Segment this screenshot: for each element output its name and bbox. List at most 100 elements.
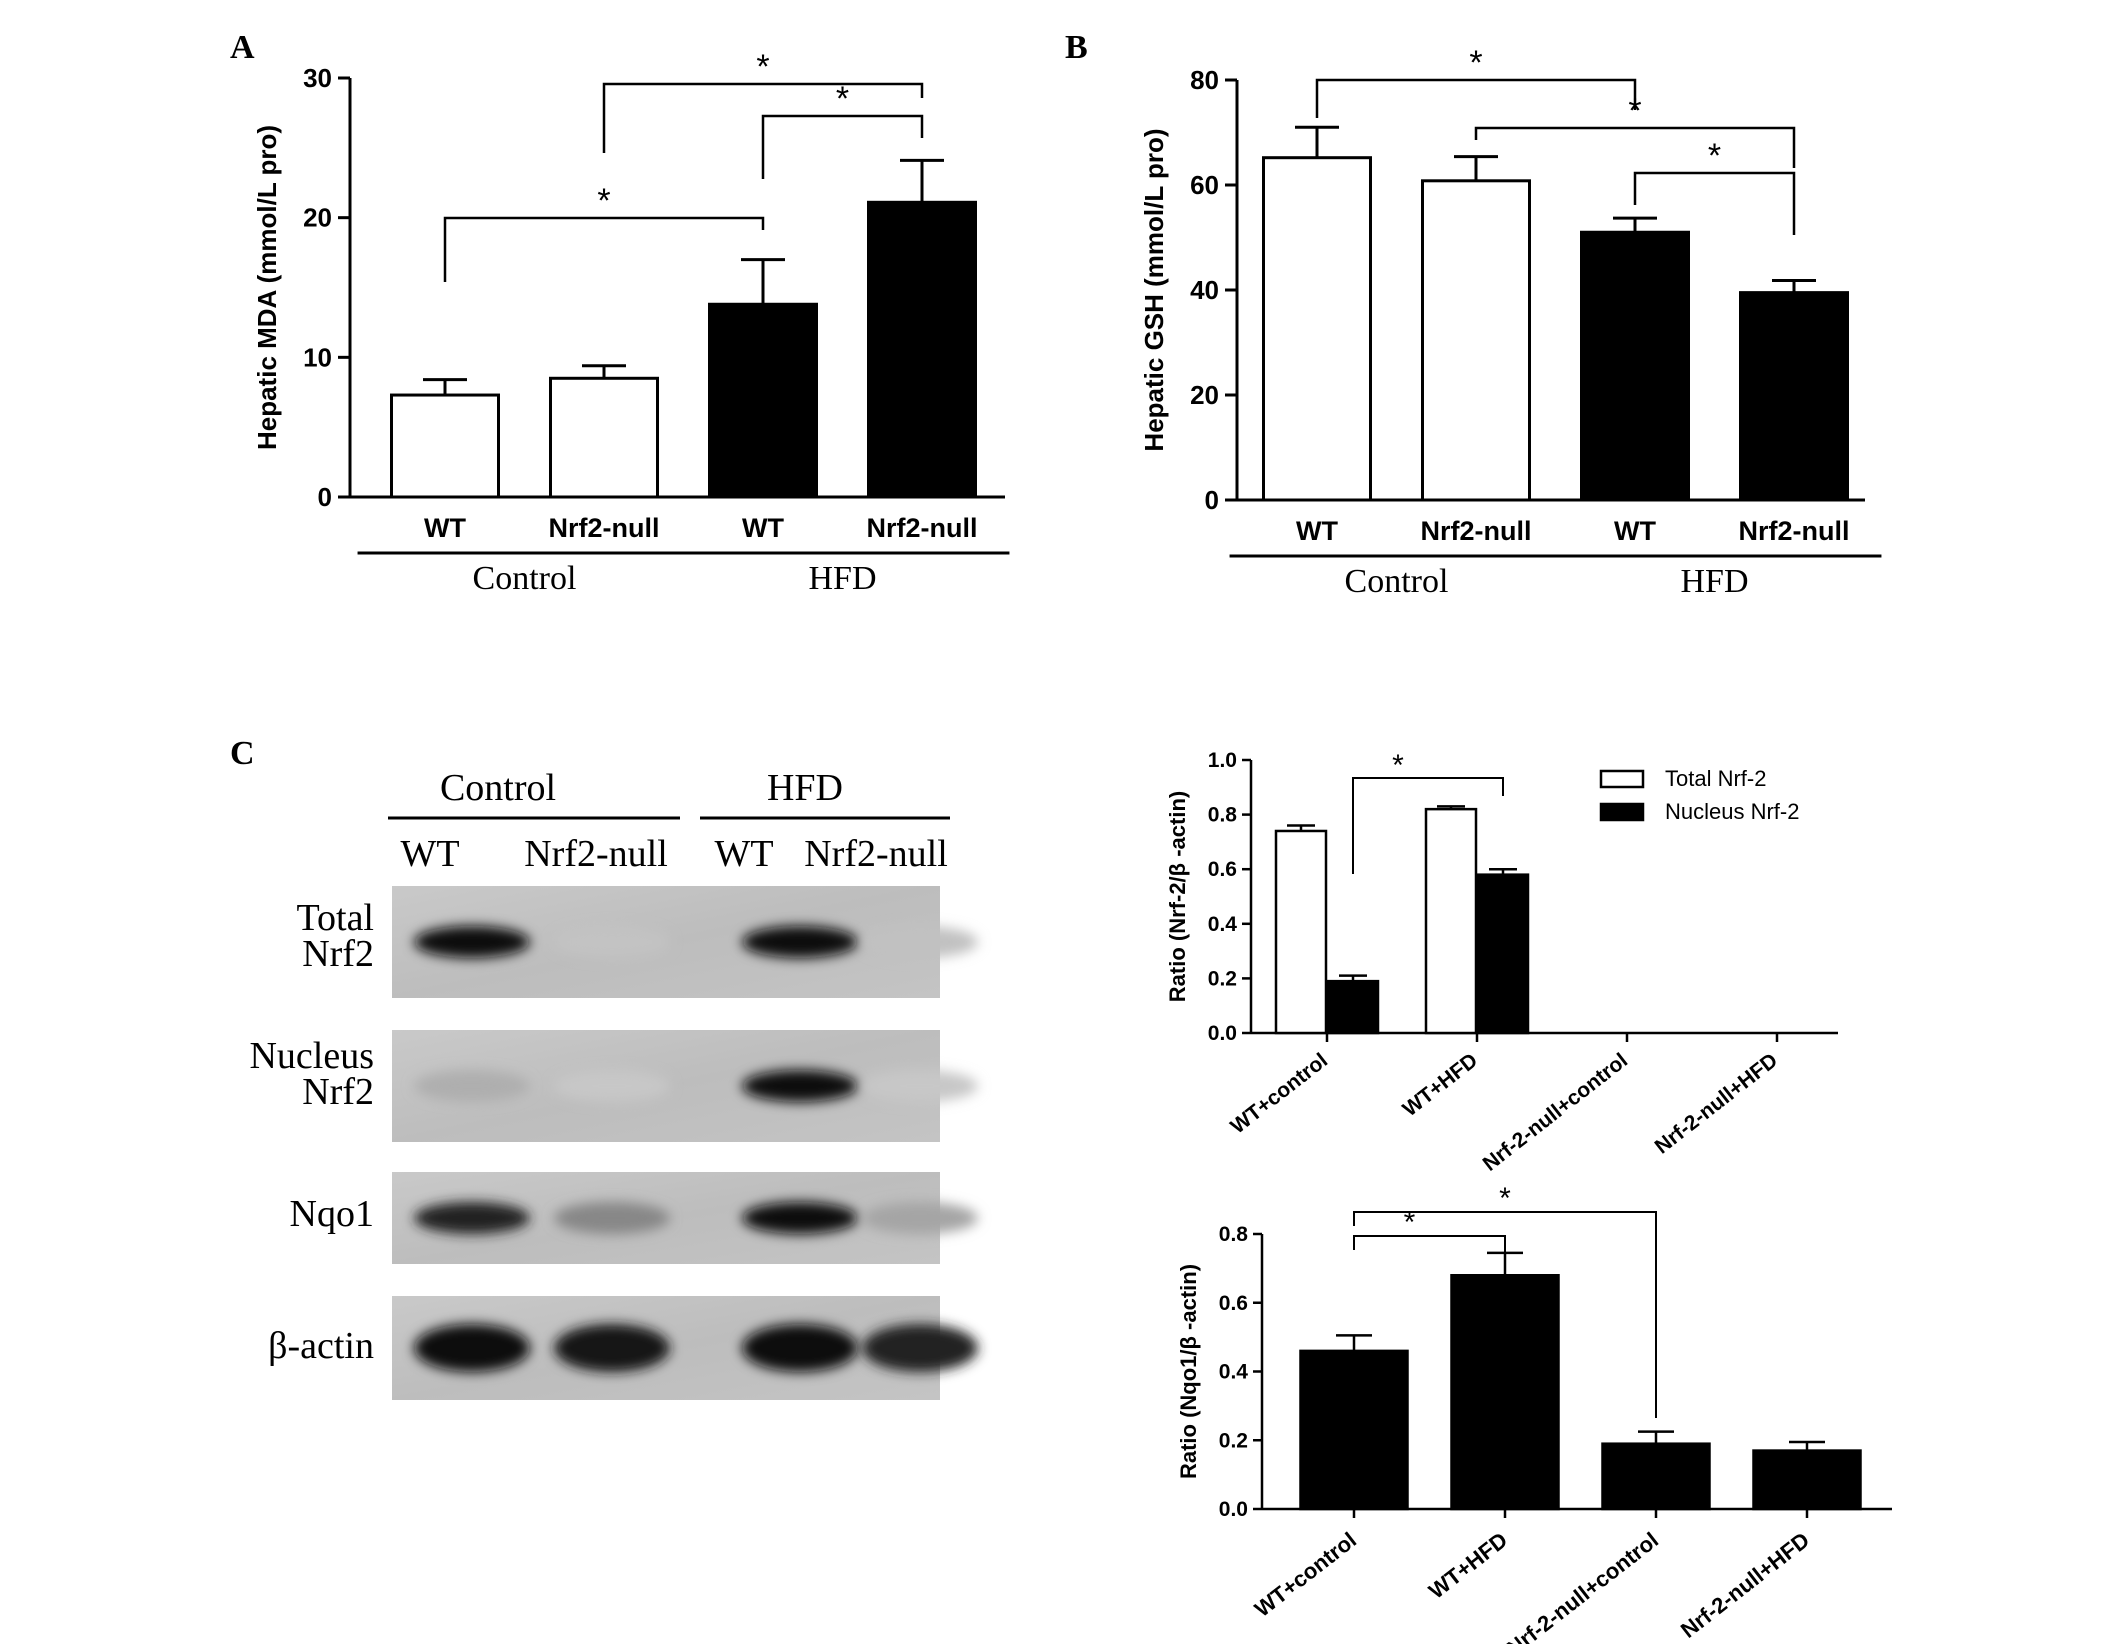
chart-c1-y-tick-label: 0.6 <box>1208 858 1237 881</box>
chart-c2-bar <box>1450 1274 1560 1511</box>
chart-c1-bar <box>1424 807 1478 1035</box>
chart-c1-y-tick-label: 0.0 <box>1208 1022 1237 1045</box>
blot-lane-label: WT <box>714 833 773 875</box>
blot-band <box>862 1070 978 1102</box>
chart-c2-bar <box>1601 1442 1711 1511</box>
chart-c2-y-axis-label: Ratio (Nqo1/β -actin) <box>1176 1264 1201 1479</box>
blot-band <box>862 926 978 958</box>
panel-c-letter: C <box>230 735 255 772</box>
chart-b-y-axis-label: Hepatic GSH (mmol/L pro) <box>1139 128 1169 451</box>
chart-c1-y-tick-label: 0.4 <box>1208 913 1238 936</box>
chart-b-bar <box>1739 291 1849 502</box>
chart-b-group-label: HFD <box>1680 563 1748 600</box>
blot-group-label: Control <box>440 767 556 809</box>
chart-b-bar <box>1421 179 1531 502</box>
blot-lane-label: Nrf2-null <box>524 833 668 875</box>
chart-c1-bar <box>1476 873 1530 1035</box>
chart-b-group-label: Control <box>1345 563 1449 600</box>
panel-a-letter: A <box>230 29 255 66</box>
chart-c2-significance-star: * <box>1499 1182 1511 1215</box>
chart-c1-y-tick-label: 1.0 <box>1208 749 1237 772</box>
chart-b-y-tick-label: 20 <box>1190 380 1219 410</box>
chart-b-significance-star: * <box>1628 92 1641 130</box>
chart-c1-category-label: Nrf-2-null+control <box>1479 1049 1632 1176</box>
chart-a-significance-bracket <box>761 114 924 179</box>
blot-row-label: Nqo1 <box>290 1193 374 1235</box>
chart-a-significance-star: * <box>597 182 610 220</box>
chart-a-group-label: HFD <box>808 560 876 597</box>
chart-b-y-tick-label: 80 <box>1190 65 1219 95</box>
chart-b-y-tick-label: 40 <box>1190 275 1219 305</box>
chart-a-significance-bracket <box>443 216 765 282</box>
chart-a-category-label: Nrf2-null <box>549 513 660 543</box>
chart-c2-bar <box>1752 1449 1862 1511</box>
chart-c1-legend-label: Nucleus Nrf-2 <box>1665 799 1799 824</box>
blot-group-label: HFD <box>767 767 843 809</box>
blot-band <box>414 1070 530 1102</box>
chart-b-category-label: Nrf2-null <box>1421 516 1532 546</box>
blot-row-label: Nrf2 <box>302 1071 374 1113</box>
chart-c2-y-tick-label: 0.2 <box>1219 1429 1248 1452</box>
chart-a-category-label: Nrf2-null <box>867 513 978 543</box>
chart-c2-y-tick-label: 0.6 <box>1219 1292 1248 1315</box>
chart-c1-y-axis-label: Ratio (Nrf-2/β -actin) <box>1165 791 1190 1002</box>
chart-b-y-tick-label: 0 <box>1205 485 1219 515</box>
chart-a-category-label: WT <box>742 513 784 543</box>
chart-c1-significance-star: * <box>1392 749 1404 782</box>
chart-c2-significance-bracket <box>1353 1235 1506 1252</box>
chart-b-y-tick-label: 60 <box>1190 170 1219 200</box>
blot-band <box>742 926 858 958</box>
chart-c1-significance-bracket <box>1352 777 1504 874</box>
blot-band <box>414 926 530 958</box>
chart-b-bar <box>1580 230 1690 502</box>
chart-c1-legend-swatch <box>1599 769 1645 789</box>
chart-c2-y-tick-label: 0.8 <box>1219 1223 1249 1246</box>
chart-b-significance-bracket <box>1315 78 1637 118</box>
chart-c1-category-label: WT+control <box>1226 1049 1332 1139</box>
chart-a-group-label: Control <box>473 560 577 597</box>
chart-a-y-tick-label: 20 <box>303 203 332 233</box>
chart-c2-significance-bracket <box>1353 1211 1657 1418</box>
chart-b-bar <box>1262 156 1372 502</box>
blot-band <box>742 1202 858 1234</box>
blot-band <box>554 1202 670 1234</box>
chart-c1-legend-label: Total Nrf-2 <box>1665 766 1766 791</box>
chart-c1-category-label: Nrf-2-null+HFD <box>1651 1049 1782 1159</box>
chart-a-bar <box>549 376 659 499</box>
chart-a-bar <box>867 200 977 499</box>
chart-c1-category-label: WT+HFD <box>1399 1049 1483 1121</box>
chart-c2-y-tick-label: 0.4 <box>1219 1361 1249 1384</box>
blot-row-label: Total <box>296 897 374 939</box>
chart-b-category-label: WT <box>1296 516 1338 546</box>
chart-a-significance-bracket <box>602 82 924 153</box>
chart-a-significance-star: * <box>756 48 769 86</box>
chart-c2-category-label: Nrf-2-null+control <box>1502 1527 1663 1644</box>
chart-c2-category-label: Nrf-2-null+HFD <box>1676 1527 1814 1643</box>
blot-band <box>862 1202 978 1234</box>
chart-b-significance-bracket <box>1474 126 1796 168</box>
chart-c1: 0.0 0.2 0.4 0.6 0.8 1.0 Ratio (Nrf-2/β -actin)… <box>1165 749 1838 1176</box>
blot-lane-label: Nrf2-null <box>804 833 948 875</box>
blot-band <box>742 1324 858 1372</box>
chart-c1-y-tick-label: 0.2 <box>1208 967 1237 990</box>
chart-b-significance-bracket <box>1633 171 1796 235</box>
blot-band <box>742 1070 858 1102</box>
chart-c2: 0.0 0.2 0.4 0.6 0.8 Ratio (Nqo1/β -actin) WT+c… <box>1176 1182 1892 1644</box>
chart-b-significance-star: * <box>1708 137 1721 175</box>
chart-a: 0 10 20 30 Hepatic MDA (mmol/L pro) WT Nrf2-nu… <box>252 48 1010 597</box>
chart-a-category-label: WT <box>424 513 466 543</box>
chart-b-category-label: Nrf2-null <box>1739 516 1850 546</box>
blot-band <box>554 1324 670 1372</box>
chart-a-significance-star: * <box>836 80 849 118</box>
panel-b-letter: B <box>1065 29 1088 66</box>
chart-c1-legend-swatch <box>1599 802 1645 822</box>
blot-row-label: Nucleus <box>249 1035 374 1077</box>
blot-band <box>554 926 670 958</box>
chart-a-y-axis-label: Hepatic MDA (mmol/L pro) <box>252 125 282 450</box>
chart-b-significance-star: * <box>1469 44 1482 82</box>
chart-c2-significance-star: * <box>1404 1206 1416 1239</box>
chart-c1-bar <box>1274 829 1328 1035</box>
blot-band <box>862 1324 978 1372</box>
chart-b: 0 20 40 60 80 Hepatic GSH (mmol/L pro) WT Nrf2-… <box>1139 44 1882 600</box>
